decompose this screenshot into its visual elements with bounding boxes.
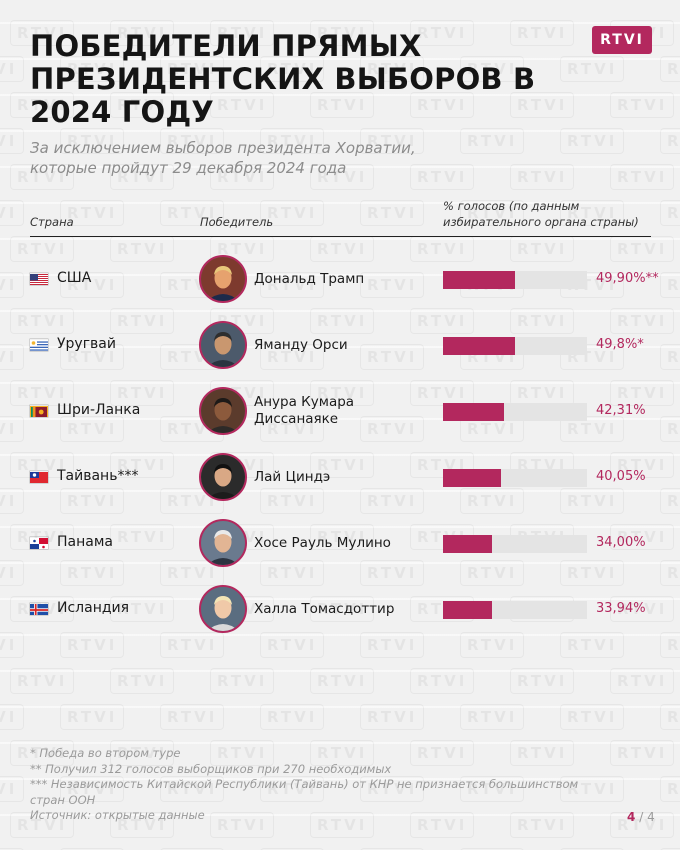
page-current: 4 [627,810,636,824]
winner-name: Яманду Орси [254,337,348,353]
iceland-flag-icon [30,603,48,615]
data-label: 34,00% [596,535,646,550]
country-name: Уругвай [57,336,116,352]
data-label: 40,05% [596,469,646,484]
rtvi-logo: RTVI [592,26,652,54]
winner-photo [199,585,247,633]
country-name: Исландия [57,600,130,616]
chart-subtitle: За исключением выборов президента Хорват… [30,139,416,177]
bar [443,601,492,619]
uruguay-flag-icon [30,339,48,351]
bar-track [443,601,587,619]
page-total: 4 [647,810,655,824]
winner-photo [199,387,247,435]
country-name: США [57,270,92,286]
country-name: Панама [57,534,113,550]
table-row: Уругвай Яманду Орси 49,8%* [0,320,680,370]
winner-name: Анура Кумара Диссанаяке [254,394,355,427]
panama-flag-icon [30,537,48,549]
winner-name: Халла Томасдоттир [254,601,395,617]
winner-photo [199,519,247,567]
table-row: Тайвань*** Лай Циндэ 40,05% [0,452,680,502]
country-name: Шри-Ланка [57,402,141,418]
country-name: Тайвань*** [57,468,139,484]
winner-photo [199,255,247,303]
footnote: ** Получил 312 голосов выборщиков при 27… [30,761,392,776]
data-label: 49,90%** [596,271,659,286]
winner-photo [199,453,247,501]
winner-name: Хосе Рауль Мулино [254,535,391,551]
winner-photo [199,321,247,369]
bar-track [443,469,587,487]
bar-track [443,403,587,421]
chart-title: ПОБЕДИТЕЛИ ПРЯМЫХ ПРЕЗИДЕНТСКИХ ВЫБОРОВ … [30,29,536,129]
column-header-country: Страна [30,215,74,229]
winner-name: Лай Циндэ [254,469,331,485]
column-header-votes: % голосов (по данным избирательного орга… [443,199,639,229]
sri-lanka-flag-icon [30,405,48,417]
bar-track [443,271,587,289]
bar-track [443,535,587,553]
bar-track [443,337,587,355]
footnote: *** Независимость Китайской Республики (… [30,777,579,807]
data-label: 42,31% [596,403,646,418]
bar [443,271,515,289]
column-header-winner: Победитель [200,215,274,229]
footnote: * Победа во втором туре [30,746,181,760]
table-row: США Дональд Трамп 49,90%** [0,254,680,304]
footnotes: * Победа во втором туре ** Получил 312 г… [30,746,590,824]
bar [443,469,501,487]
us-flag-icon [30,273,48,285]
page-separator: / [639,810,644,824]
source-note: Источник: открытые данные [30,808,205,822]
table-row: Панама Хосе Рауль Мулино 34,00% [0,518,680,568]
data-label: 33,94% [596,601,646,616]
bar [443,535,492,553]
bar [443,403,504,421]
header-divider [30,236,651,237]
page-indicator: 4 / 4 [627,810,655,824]
table-row: Шри-Ланка Анура Кумара Диссанаяке 42,31% [0,386,680,436]
winner-name: Дональд Трамп [254,271,365,287]
data-label: 49,8%* [596,337,644,352]
table-row: Исландия Халла Томасдоттир 33,94% [0,584,680,634]
taiwan-flag-icon [30,471,48,483]
bar [443,337,515,355]
